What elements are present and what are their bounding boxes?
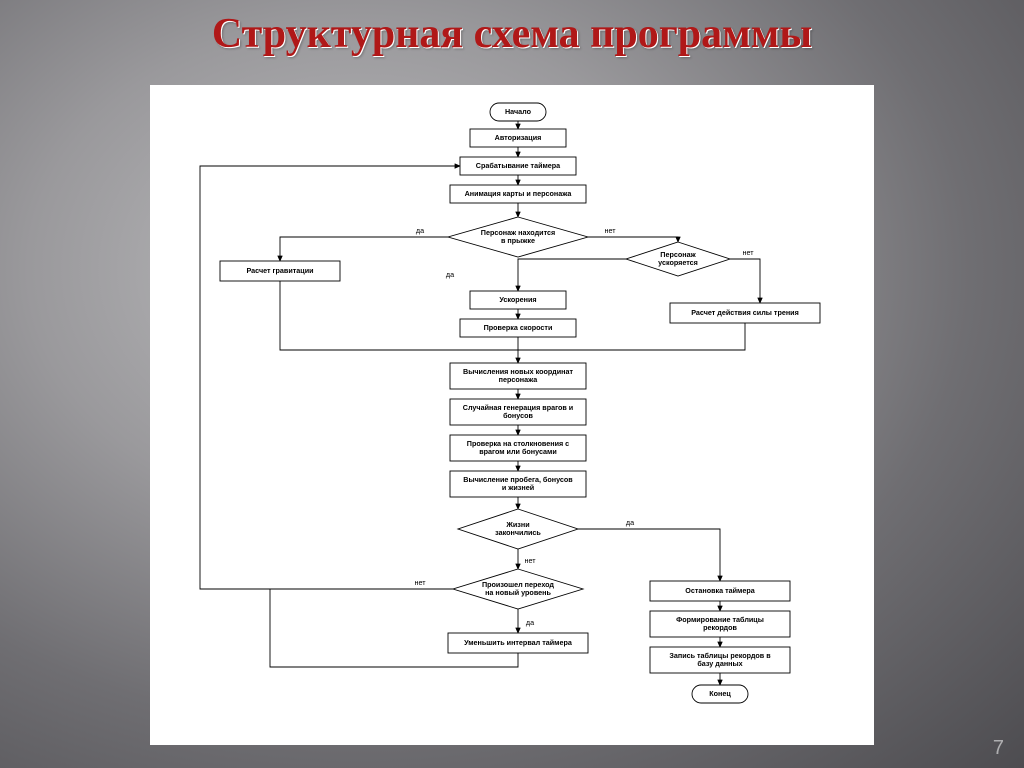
slide-title: Структурная схема программы [0,10,1024,58]
svg-text:врагом или бонусами: врагом или бонусами [479,447,557,456]
flowchart: да нет да нет да нет нет да Начало Авторизация Сра… [150,85,874,745]
svg-text:на новый уровень: на новый уровень [485,588,551,597]
svg-text:нет: нет [742,248,754,257]
svg-text:Срабатывание таймера: Срабатывание таймера [476,161,561,170]
svg-text:персонажа: персонажа [499,375,539,384]
svg-text:Анимация карты и персонажа: Анимация карты и персонажа [465,189,573,198]
svg-text:Расчет гравитации: Расчет гравитации [246,266,313,275]
svg-text:Остановка таймера: Остановка таймера [685,586,755,595]
svg-text:да: да [446,270,454,279]
svg-text:Расчет действия силы трения: Расчет действия силы трения [691,308,799,317]
svg-text:да: да [626,518,634,527]
page-number: 7 [993,737,1004,760]
svg-text:да: да [526,618,534,627]
svg-text:ускоряется: ускоряется [658,258,698,267]
svg-text:Уменьшить интервал таймера: Уменьшить интервал таймера [464,638,573,647]
flowchart-paper: да нет да нет да нет нет да Начало Авторизация Сра… [150,85,874,745]
slide: Структурная схема программы данетданетда… [0,0,1024,768]
svg-text:Авторизация: Авторизация [495,133,542,142]
svg-text:бонусов: бонусов [503,411,533,420]
svg-text:Начало: Начало [505,107,532,116]
svg-text:в прыжке: в прыжке [501,236,535,245]
svg-text:нет: нет [604,226,616,235]
svg-text:рекордов: рекордов [703,623,737,632]
svg-text:да: да [416,226,424,235]
svg-text:нет: нет [524,556,536,565]
svg-text:закончились: закончились [495,528,541,537]
svg-text:Ускорения: Ускорения [499,295,536,304]
svg-text:Конец: Конец [709,689,731,698]
svg-text:и жизней: и жизней [502,483,534,492]
svg-text:базу данных: базу данных [697,659,742,668]
svg-text:нет: нет [414,578,426,587]
svg-text:Проверка скорости: Проверка скорости [484,323,553,332]
